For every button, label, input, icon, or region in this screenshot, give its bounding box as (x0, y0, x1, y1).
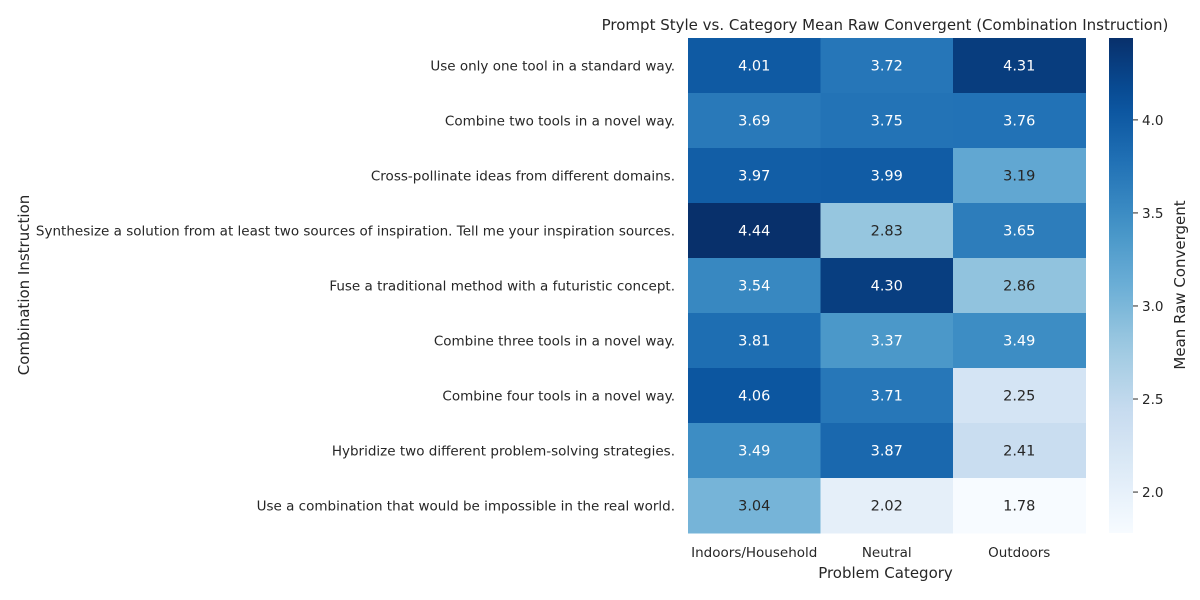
y-tick-label: Combine three tools in a novel way. (434, 334, 675, 350)
y-tick-label: Hybridize two different problem-solving … (332, 444, 675, 460)
colorbar-tick-label: 3.0 (1142, 299, 1163, 315)
cell-value-label: 3.97 (738, 169, 770, 185)
cell-value-label: 3.69 (738, 114, 770, 130)
heatmap-cell (820, 478, 954, 534)
x-axis-label: Problem Category (818, 564, 953, 582)
colorbar-tick-label: 2.0 (1142, 485, 1163, 501)
heatmap-cell (688, 423, 821, 479)
heatmap-cell (953, 148, 1086, 204)
cell-value-label: 3.87 (871, 444, 903, 460)
heatmap-cell (953, 313, 1086, 369)
heatmap-cell (953, 93, 1086, 149)
heatmap-cell (820, 203, 954, 259)
cell-value-label: 3.49 (1003, 334, 1035, 350)
y-tick-label: Use only one tool in a standard way. (430, 59, 675, 75)
heatmap-cell (953, 368, 1086, 424)
cell-value-label: 3.71 (871, 389, 903, 405)
y-tick-labels: Use only one tool in a standard way. Comb… (36, 59, 675, 515)
cell-value-label: 4.30 (871, 279, 903, 295)
cell-value-label: 3.49 (738, 444, 770, 460)
x-tick-labels: Indoors/Household Neutral Outdoors (691, 545, 1050, 561)
heatmap-cells (688, 38, 1086, 534)
cell-value-label: 3.04 (738, 499, 770, 515)
cell-value-label: 3.99 (871, 169, 903, 185)
heatmap-cell (688, 313, 821, 369)
y-tick-label: Synthesize a solution from at least two … (36, 224, 675, 240)
cell-value-label: 2.83 (871, 224, 903, 240)
heatmap-cell (820, 93, 954, 149)
x-tick-label: Neutral (862, 545, 912, 561)
cell-value-label: 2.41 (1003, 444, 1035, 460)
y-tick-label: Cross-pollinate ideas from different dom… (371, 169, 675, 185)
y-tick-label: Fuse a traditional method with a futuris… (329, 279, 675, 295)
cell-value-label: 2.02 (871, 499, 903, 515)
cell-value-label: 2.86 (1003, 279, 1035, 295)
heatmap-cell (820, 313, 954, 369)
heatmap-cell (953, 478, 1086, 534)
heatmap-cell (953, 203, 1086, 259)
heatmap-cell (820, 38, 954, 94)
heatmap-cell (820, 258, 954, 314)
colorbar-tick-label: 2.5 (1142, 392, 1163, 408)
heatmap-cell (688, 38, 821, 94)
heatmap-cell (688, 478, 821, 534)
heatmap-cell (688, 93, 821, 149)
cell-value-label: 4.31 (1003, 59, 1035, 75)
cell-value-label: 3.72 (871, 59, 903, 75)
cell-value-labels: 4.01 3.72 4.31 3.69 3.75 3.76 3.97 3.99 3.19 4.44… (738, 59, 1035, 515)
cell-value-label: 3.19 (1003, 169, 1035, 185)
heatmap-cell (953, 258, 1086, 314)
y-tick-label: Use a combination that would be impossib… (257, 499, 675, 515)
cell-value-label: 3.65 (1003, 224, 1035, 240)
cell-value-label: 4.01 (738, 59, 770, 75)
cell-value-label: 3.75 (871, 114, 903, 130)
heatmap-cell (953, 423, 1086, 479)
heatmap-cell (820, 148, 954, 204)
chart-title: Prompt Style vs. Category Mean Raw Conve… (602, 16, 1169, 34)
colorbar-tick-label: 4.0 (1142, 113, 1163, 129)
y-axis-label: Combination Instruction (15, 195, 33, 375)
cell-value-label: 3.76 (1003, 114, 1035, 130)
cell-value-label: 2.25 (1003, 389, 1035, 405)
heatmap-cell (820, 368, 954, 424)
x-tick-label: Outdoors (988, 545, 1050, 561)
heatmap-cell (953, 38, 1086, 94)
cell-value-label: 1.78 (1003, 499, 1035, 515)
colorbar-tick-label: 3.5 (1142, 206, 1163, 222)
heatmap-cell (688, 368, 821, 424)
y-tick-label: Combine two tools in a novel way. (445, 114, 675, 130)
cell-value-label: 3.81 (738, 334, 770, 350)
x-tick-label: Indoors/Household (691, 545, 817, 561)
colorbar (1109, 38, 1133, 533)
heatmap-cell (688, 203, 821, 259)
heatmap-cell (688, 148, 821, 204)
heatmap-cell (688, 258, 821, 314)
colorbar-ticks: 2.0 2.5 3.0 3.5 4.0 (1133, 113, 1163, 501)
cell-value-label: 3.54 (738, 279, 770, 295)
colorbar-label: Mean Raw Convergent (1171, 200, 1189, 369)
y-tick-label: Combine four tools in a novel way. (442, 389, 675, 405)
cell-value-label: 4.06 (738, 389, 770, 405)
cell-value-label: 4.44 (738, 224, 770, 240)
heatmap-cell (820, 423, 954, 479)
cell-value-label: 3.37 (871, 334, 903, 350)
